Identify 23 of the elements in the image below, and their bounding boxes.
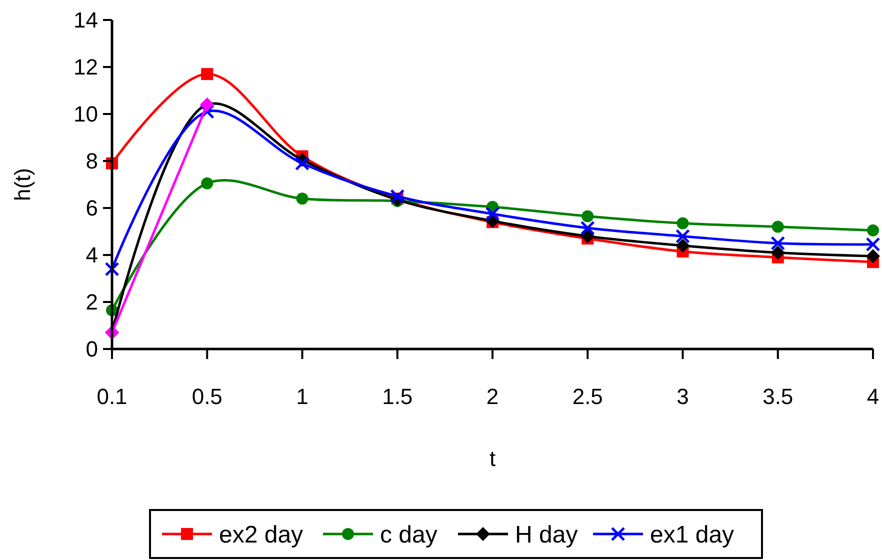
x-tick-label: 2: [486, 384, 499, 409]
x-tick-label: 1: [296, 384, 308, 409]
legend-label: c day: [380, 521, 438, 548]
y-tick-label: 8: [86, 148, 98, 174]
y-tick-label: 2: [86, 290, 98, 315]
x-axis-title: t: [489, 446, 496, 471]
legend-label: H day: [515, 521, 578, 548]
y-axis-title: h(t): [10, 168, 35, 201]
legend-label: ex2 day: [219, 521, 304, 548]
y-tick-label: 4: [86, 242, 98, 268]
legend-label: ex1 day: [650, 521, 734, 548]
y-tick-label: 6: [86, 196, 98, 221]
x-tick-label: 0.1: [96, 384, 128, 409]
x-tick-label: 2.5: [572, 384, 603, 409]
x-tick-label: 4: [866, 384, 880, 409]
x-tick-label: 3: [676, 384, 689, 409]
x-tick-label: 0.5: [192, 384, 222, 409]
y-tick-label: 14: [74, 8, 98, 33]
x-tick-label: 3.5: [762, 384, 794, 409]
x-tick-label: 1.5: [382, 384, 413, 409]
y-tick-label: 0: [86, 336, 98, 362]
y-tick-label: 12: [74, 54, 98, 80]
y-tick-label: 10: [74, 102, 98, 127]
